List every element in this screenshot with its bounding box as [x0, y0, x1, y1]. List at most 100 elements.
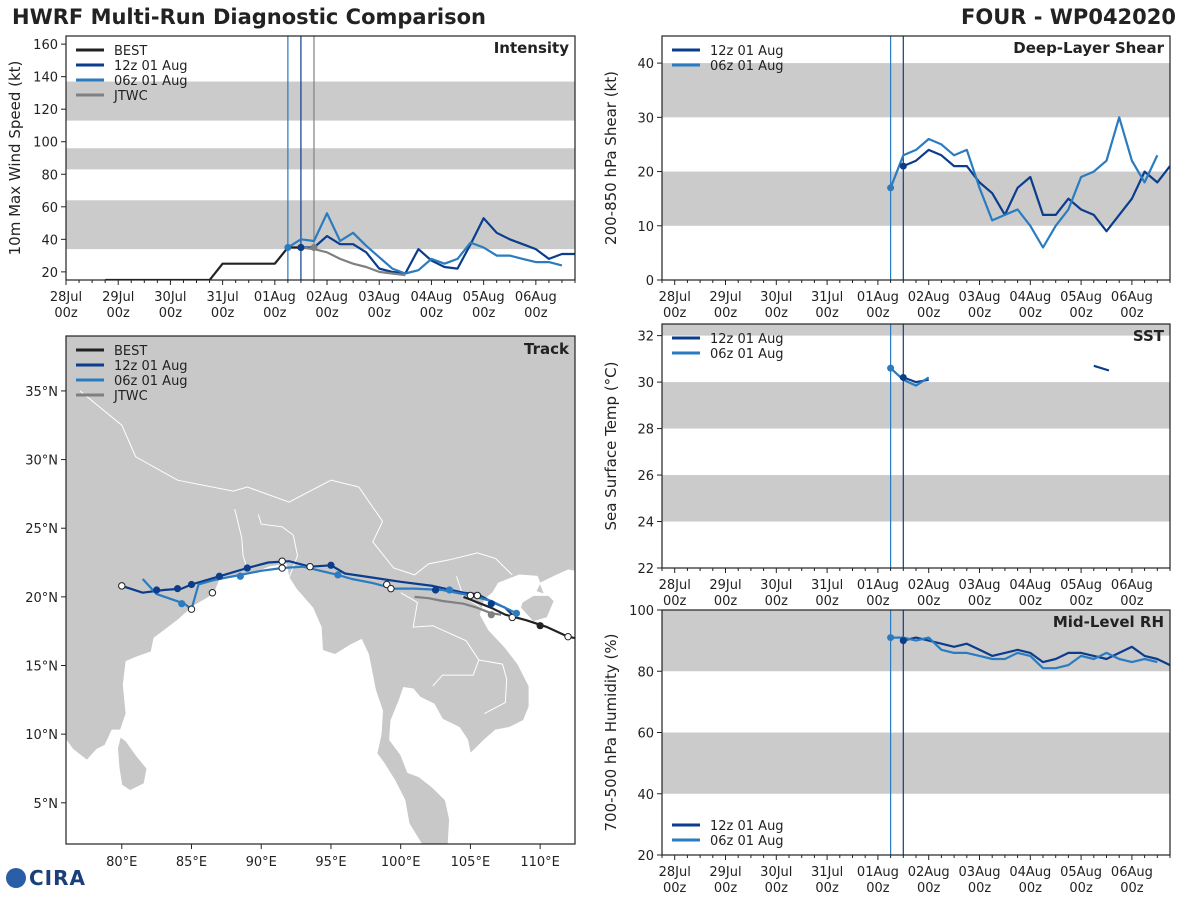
shear-y-axis-label: 200-850 hPa Shear (kt): [602, 71, 620, 245]
intensity-xtick-label-date: 03Aug: [358, 290, 400, 305]
track-ytick-label: 5°N: [34, 797, 59, 812]
shear-xtick-label-hour: 00z: [815, 306, 839, 321]
sst-panel-title: SST: [1133, 327, 1165, 345]
intensity-xtick-label-date: 31Jul: [206, 290, 238, 305]
intensity-marker-jtwc: [310, 243, 318, 251]
intensity-ytick-label: 140: [33, 71, 58, 86]
intensity-band-2: [66, 81, 575, 121]
rh-ytick-label: 80: [637, 665, 654, 680]
intensity-ytick-label: 20: [41, 266, 58, 281]
intensity-xtick-label-hour: 00z: [368, 306, 392, 321]
sst-band-0: [662, 475, 1170, 522]
shear-xtick-label-hour: 00z: [1069, 306, 1093, 321]
shear-xtick-label-hour: 00z: [714, 306, 738, 321]
border-line-2: [257, 514, 299, 578]
shear-xtick-label-hour: 00z: [1019, 306, 1043, 321]
shear-ytick-label: 40: [637, 57, 654, 72]
intensity-ytick-label: 100: [33, 136, 58, 151]
sst-xtick-label-date: 28Jul: [659, 578, 691, 593]
shear-xtick-label-date: 28Jul: [659, 290, 691, 305]
intensity-xtick-label-hour: 00z: [472, 306, 496, 321]
island-hainan: [520, 595, 555, 623]
track-axes-frame: [65, 335, 576, 845]
intensity-xtick-label-date: 30Jul: [154, 290, 186, 305]
rh-xtick-label-hour: 00z: [765, 881, 789, 896]
track-marker-12z-01-aug: [215, 572, 223, 580]
sst-xtick-label-date: 30Jul: [760, 578, 792, 593]
intensity-series-12z-01-aug-1: [300, 217, 575, 275]
sst-xtick-label-hour: 00z: [1120, 594, 1144, 609]
border-line-6: [478, 659, 508, 715]
intensity-panel-title: Intensity: [494, 39, 570, 57]
intensity-xtick-label-date: 05Aug: [463, 290, 505, 305]
track-xtick-label: 90°E: [246, 855, 277, 870]
track-xtick-label: 110°E: [520, 855, 560, 870]
intensity-xtick-label-hour: 00z: [263, 306, 287, 321]
page-title: HWRF Multi-Run Diagnostic Comparison: [12, 5, 487, 29]
track-marker-06z-01-aug: [473, 591, 482, 600]
shear-series-12z-01-aug-0: [902, 148, 1170, 233]
legend-label-06z-01-aug: 06z 01 Aug: [114, 374, 188, 389]
legend-label-jtwc: JTWC: [113, 389, 148, 404]
shear-marker-06z-01-aug: [887, 184, 895, 192]
shear-xtick-label-date: 29Jul: [709, 290, 741, 305]
rh-ytick-label: 100: [629, 604, 654, 619]
rh-band-0: [662, 732, 1170, 794]
shear-band-0: [662, 171, 1170, 226]
track-marker-06z-01-aug: [445, 586, 454, 594]
intensity-axes-frame: [65, 35, 576, 281]
intensity-xtick-label-hour: 00z: [211, 306, 235, 321]
track-marker-06z-01-aug: [278, 564, 286, 572]
track-marker-best: [508, 613, 516, 622]
track-marker-06z-01-aug: [334, 571, 342, 579]
shear-series-06z-01-aug-1: [889, 116, 1159, 249]
shear-xtick-label-date: 06Aug: [1111, 290, 1153, 305]
track-marker-12z-01-aug: [431, 586, 440, 594]
logo-text: CIRA: [29, 866, 86, 890]
rh-xtick-label-date: 01Aug: [857, 865, 899, 880]
sst-y-axis-label: Sea Surface Temp (°C): [602, 361, 620, 530]
sst-xtick-label-hour: 00z: [917, 594, 941, 609]
track-marker-12z-01-aug: [466, 591, 475, 600]
rh-xtick-label-date: 04Aug: [1009, 865, 1051, 880]
shear-xtick-label-hour: 00z: [866, 306, 890, 321]
shear-ytick-label: 0: [646, 274, 654, 289]
sst-xtick-label-hour: 00z: [1069, 594, 1093, 609]
rh-xtick-label-hour: 00z: [1019, 881, 1043, 896]
track-marker-12z-01-aug: [173, 585, 182, 593]
legend-label-best: BEST: [114, 44, 147, 59]
track-xtick-label: 95°E: [315, 855, 346, 870]
shear-ytick-label: 20: [637, 166, 654, 181]
intensity-band-1: [66, 148, 575, 170]
sst-ytick-label: 22: [637, 562, 654, 577]
intensity-series-best-0: [105, 246, 301, 280]
shear-panel-title: Deep-Layer Shear: [1013, 39, 1164, 57]
rh-xtick-label-hour: 00z: [917, 881, 941, 896]
track-ytick-label: 30°N: [25, 454, 58, 469]
rh-series-12z-01-aug-0: [903, 636, 1170, 667]
shear-xtick-label-hour: 00z: [663, 306, 687, 321]
rh-ytick-label: 20: [637, 849, 654, 864]
shear-xtick-label-date: 05Aug: [1060, 290, 1102, 305]
sst-xtick-label-hour: 00z: [866, 594, 890, 609]
track-marker-12z-01-aug: [327, 561, 335, 569]
globe-icon: [6, 868, 26, 888]
sst-xtick-label-date: 31Jul: [811, 578, 843, 593]
intensity-xtick-label-hour: 00z: [54, 306, 78, 321]
sst-xtick-label-hour: 00z: [714, 594, 738, 609]
intensity-series-jtwc-3: [300, 246, 406, 277]
rh-panel-title: Mid-Level RH: [1053, 613, 1164, 631]
shear-xtick-label-date: 31Jul: [811, 290, 843, 305]
legend-label-06z-01-aug: 06z 01 Aug: [710, 834, 784, 849]
border-line-4: [400, 592, 480, 687]
sst-xtick-label-date: 06Aug: [1111, 578, 1153, 593]
track-marker-06z-01-aug: [236, 572, 244, 580]
island-sri-lanka: [117, 736, 148, 791]
sst-xtick-label-hour: 00z: [968, 594, 992, 609]
sst-xtick-label-date: 01Aug: [857, 578, 899, 593]
track-marker-06z-01-aug: [512, 609, 521, 617]
track-xtick-label: 80°E: [106, 855, 137, 870]
intensity-xtick-label-hour: 00z: [159, 306, 183, 321]
shear-marker-12z-01-aug: [899, 162, 907, 170]
